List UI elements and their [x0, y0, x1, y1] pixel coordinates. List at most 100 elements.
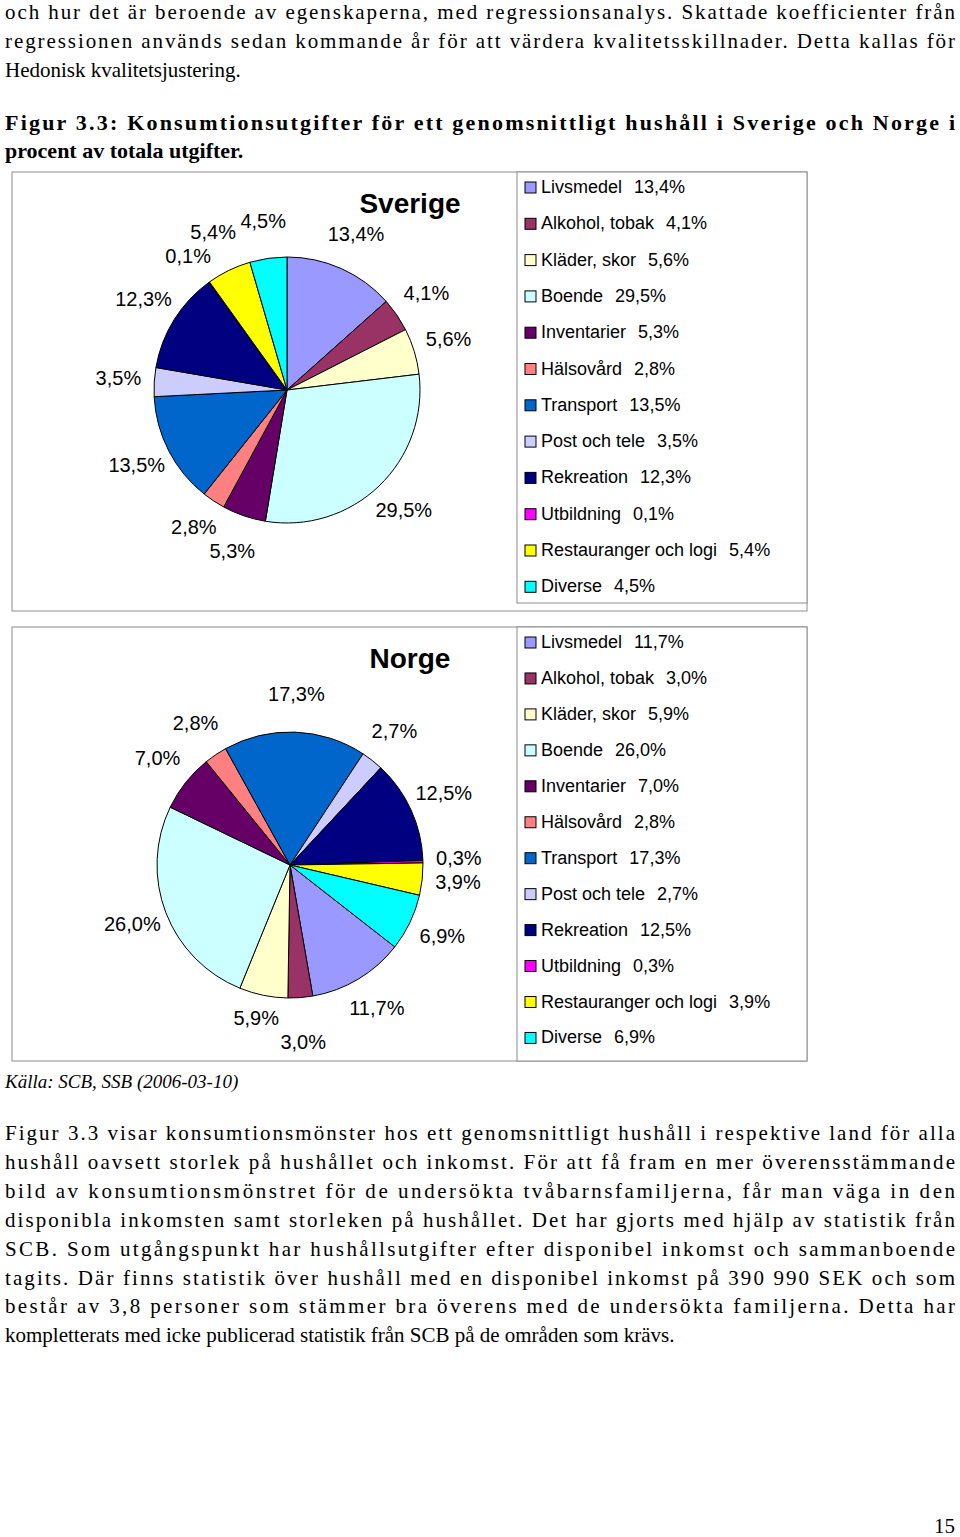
legend-value: 29,5%	[615, 286, 666, 306]
data-label: 12,3%	[115, 288, 172, 310]
legend-value: 7,0%	[638, 776, 679, 796]
data-label: 5,6%	[426, 328, 472, 350]
data-label: 0,1%	[165, 245, 211, 267]
legend-name: Livsmedel	[541, 177, 622, 197]
data-label: 2,8%	[171, 516, 217, 538]
legend-entry: Boende 29,5%	[541, 286, 666, 306]
body-line: regressionen används sedan kommande år f…	[5, 29, 955, 53]
legend-name: Diverse	[541, 1027, 602, 1047]
legend-swatch	[525, 472, 536, 483]
page: och hur det är beroende av egenskaperna,…	[0, 0, 960, 1537]
caption-line: Figur 3.3: Konsumtionsutgifter för ett g…	[5, 110, 955, 135]
legend-swatch	[525, 436, 536, 447]
legend-name: Alkohol, tobak	[541, 213, 655, 233]
legend-swatch	[525, 218, 536, 229]
legend-name: Restauranger och logi	[541, 991, 717, 1011]
legend-name: Boende	[541, 286, 603, 306]
page-canvas: och hur det är beroende av egenskaperna,…	[0, 0, 960, 1537]
legend-name: Utbildning	[541, 955, 621, 975]
data-label: 3,9%	[435, 871, 481, 893]
pie-slice	[288, 865, 313, 998]
legend-value: 0,1%	[633, 503, 674, 523]
legend-name: Hälsovård	[541, 812, 622, 832]
legend-entry: Hälsovård2,8%	[541, 358, 675, 378]
legend: Livsmedel11,7%Alkohol, tobak3,0%Kläder, …	[517, 627, 807, 1061]
pie	[157, 732, 423, 998]
legend-entry: Rekreation12,3%	[541, 467, 691, 487]
legend-name: Inventarier	[541, 776, 626, 796]
legend-name: Inventarier	[541, 322, 626, 342]
legend-value: 4,1%	[666, 213, 707, 233]
body-line: SCB. Som utgångspunkt har hushållsutgift…	[5, 1237, 955, 1261]
body-line: Figur 3.3 visar konsumtionsmönster hos e…	[5, 1121, 956, 1145]
legend-entry: Inventarier5,3%	[541, 322, 679, 342]
legend-swatch	[525, 781, 536, 792]
data-label: 17,3%	[268, 683, 325, 705]
legend-value: 26,0%	[615, 740, 666, 760]
legend-swatch	[525, 997, 536, 1008]
legend-value: 13,5%	[629, 395, 680, 415]
legend-swatch	[525, 364, 536, 375]
legend-value: 0,3%	[633, 955, 674, 975]
chart-frame	[12, 172, 807, 611]
legend-entry: Rekreation12,5%	[541, 919, 691, 939]
data-label: 2,7%	[372, 720, 418, 742]
legend-entry: Kläder, skor 5,6%	[541, 249, 689, 269]
body-line: hushåll oavsett storlek på hushållet och…	[5, 1150, 955, 1174]
legend-swatch	[525, 182, 536, 193]
legend-value: 13,4%	[634, 177, 685, 197]
body-line: består av 3,8 personer som stämmer bra ö…	[5, 1294, 955, 1318]
body-line: disponibla inkomsten samt storleken på h…	[5, 1208, 955, 1232]
data-label: 5,9%	[233, 1007, 279, 1029]
legend-name: Post och tele	[541, 883, 645, 903]
legend-name: Restauranger och logi	[541, 540, 717, 560]
legend-value: 2,8%	[634, 358, 675, 378]
legend-value: 5,6%	[648, 249, 689, 269]
legend-name: Transport	[541, 847, 617, 867]
source-note: Källa: SCB, SSB (2006-03-10)	[4, 1071, 238, 1093]
legend-entry: Restauranger och logi5,4%	[541, 540, 770, 560]
legend-entry: Utbildning 0,1%	[541, 503, 674, 523]
pie-slice	[290, 865, 420, 947]
legend-entry: Post och tele3,5%	[541, 431, 698, 451]
legend-value: 12,5%	[640, 919, 691, 939]
data-label: 26,0%	[104, 913, 161, 935]
legend: Livsmedel 13,4% Alkohol, tobak 4,1% Kläder, …	[517, 172, 807, 603]
data-label: 5,3%	[209, 540, 255, 562]
chart: Sverige13,4%4,1%5,6%29,5%5,3%2,8%13,5%3,…	[12, 172, 807, 611]
chart-title: Sverige	[359, 188, 460, 219]
legend-entry: Restauranger och logi 3,9%	[541, 991, 770, 1011]
legend-swatch	[525, 255, 536, 266]
legend-value: 5,9%	[648, 704, 689, 724]
pie-slice	[290, 768, 423, 865]
data-label: 6,9%	[420, 925, 466, 947]
legend-value: 2,8%	[634, 812, 675, 832]
pie	[154, 257, 420, 523]
legend-name: Kläder, skor	[541, 249, 636, 269]
body-line: tagits. Där finns statistik över hushåll…	[5, 1266, 955, 1290]
legend-name: Boende	[541, 740, 603, 760]
data-label: 2,8%	[173, 712, 219, 734]
legend-name: Utbildning	[541, 503, 621, 523]
legend-swatch	[525, 745, 536, 756]
legend-swatch	[525, 327, 536, 338]
legend-entry: Alkohol, tobak3,0%	[541, 668, 707, 688]
body-line: och hur det är beroende av egenskaperna,…	[5, 0, 956, 24]
data-label: 13,4%	[328, 223, 385, 245]
legend-swatch	[525, 509, 536, 520]
legend-swatch	[525, 1032, 536, 1043]
legend-entry: Livsmedel 13,4%	[541, 177, 685, 197]
legend-value: 2,7%	[657, 883, 698, 903]
data-label: 5,4%	[190, 221, 236, 243]
legend-value: 3,9%	[729, 991, 770, 1011]
legend-swatch	[525, 889, 536, 900]
data-label: 4,1%	[404, 282, 450, 304]
pie-slice	[250, 257, 287, 390]
legend-swatch	[525, 853, 536, 864]
legend-name: Transport	[541, 395, 617, 415]
data-label: 3,5%	[96, 367, 142, 389]
legend-entry: Diverse4,5%	[541, 576, 655, 596]
legend-swatch	[525, 581, 536, 592]
legend-name: Post och tele	[541, 431, 645, 451]
page-number: 15	[934, 1514, 955, 1537]
